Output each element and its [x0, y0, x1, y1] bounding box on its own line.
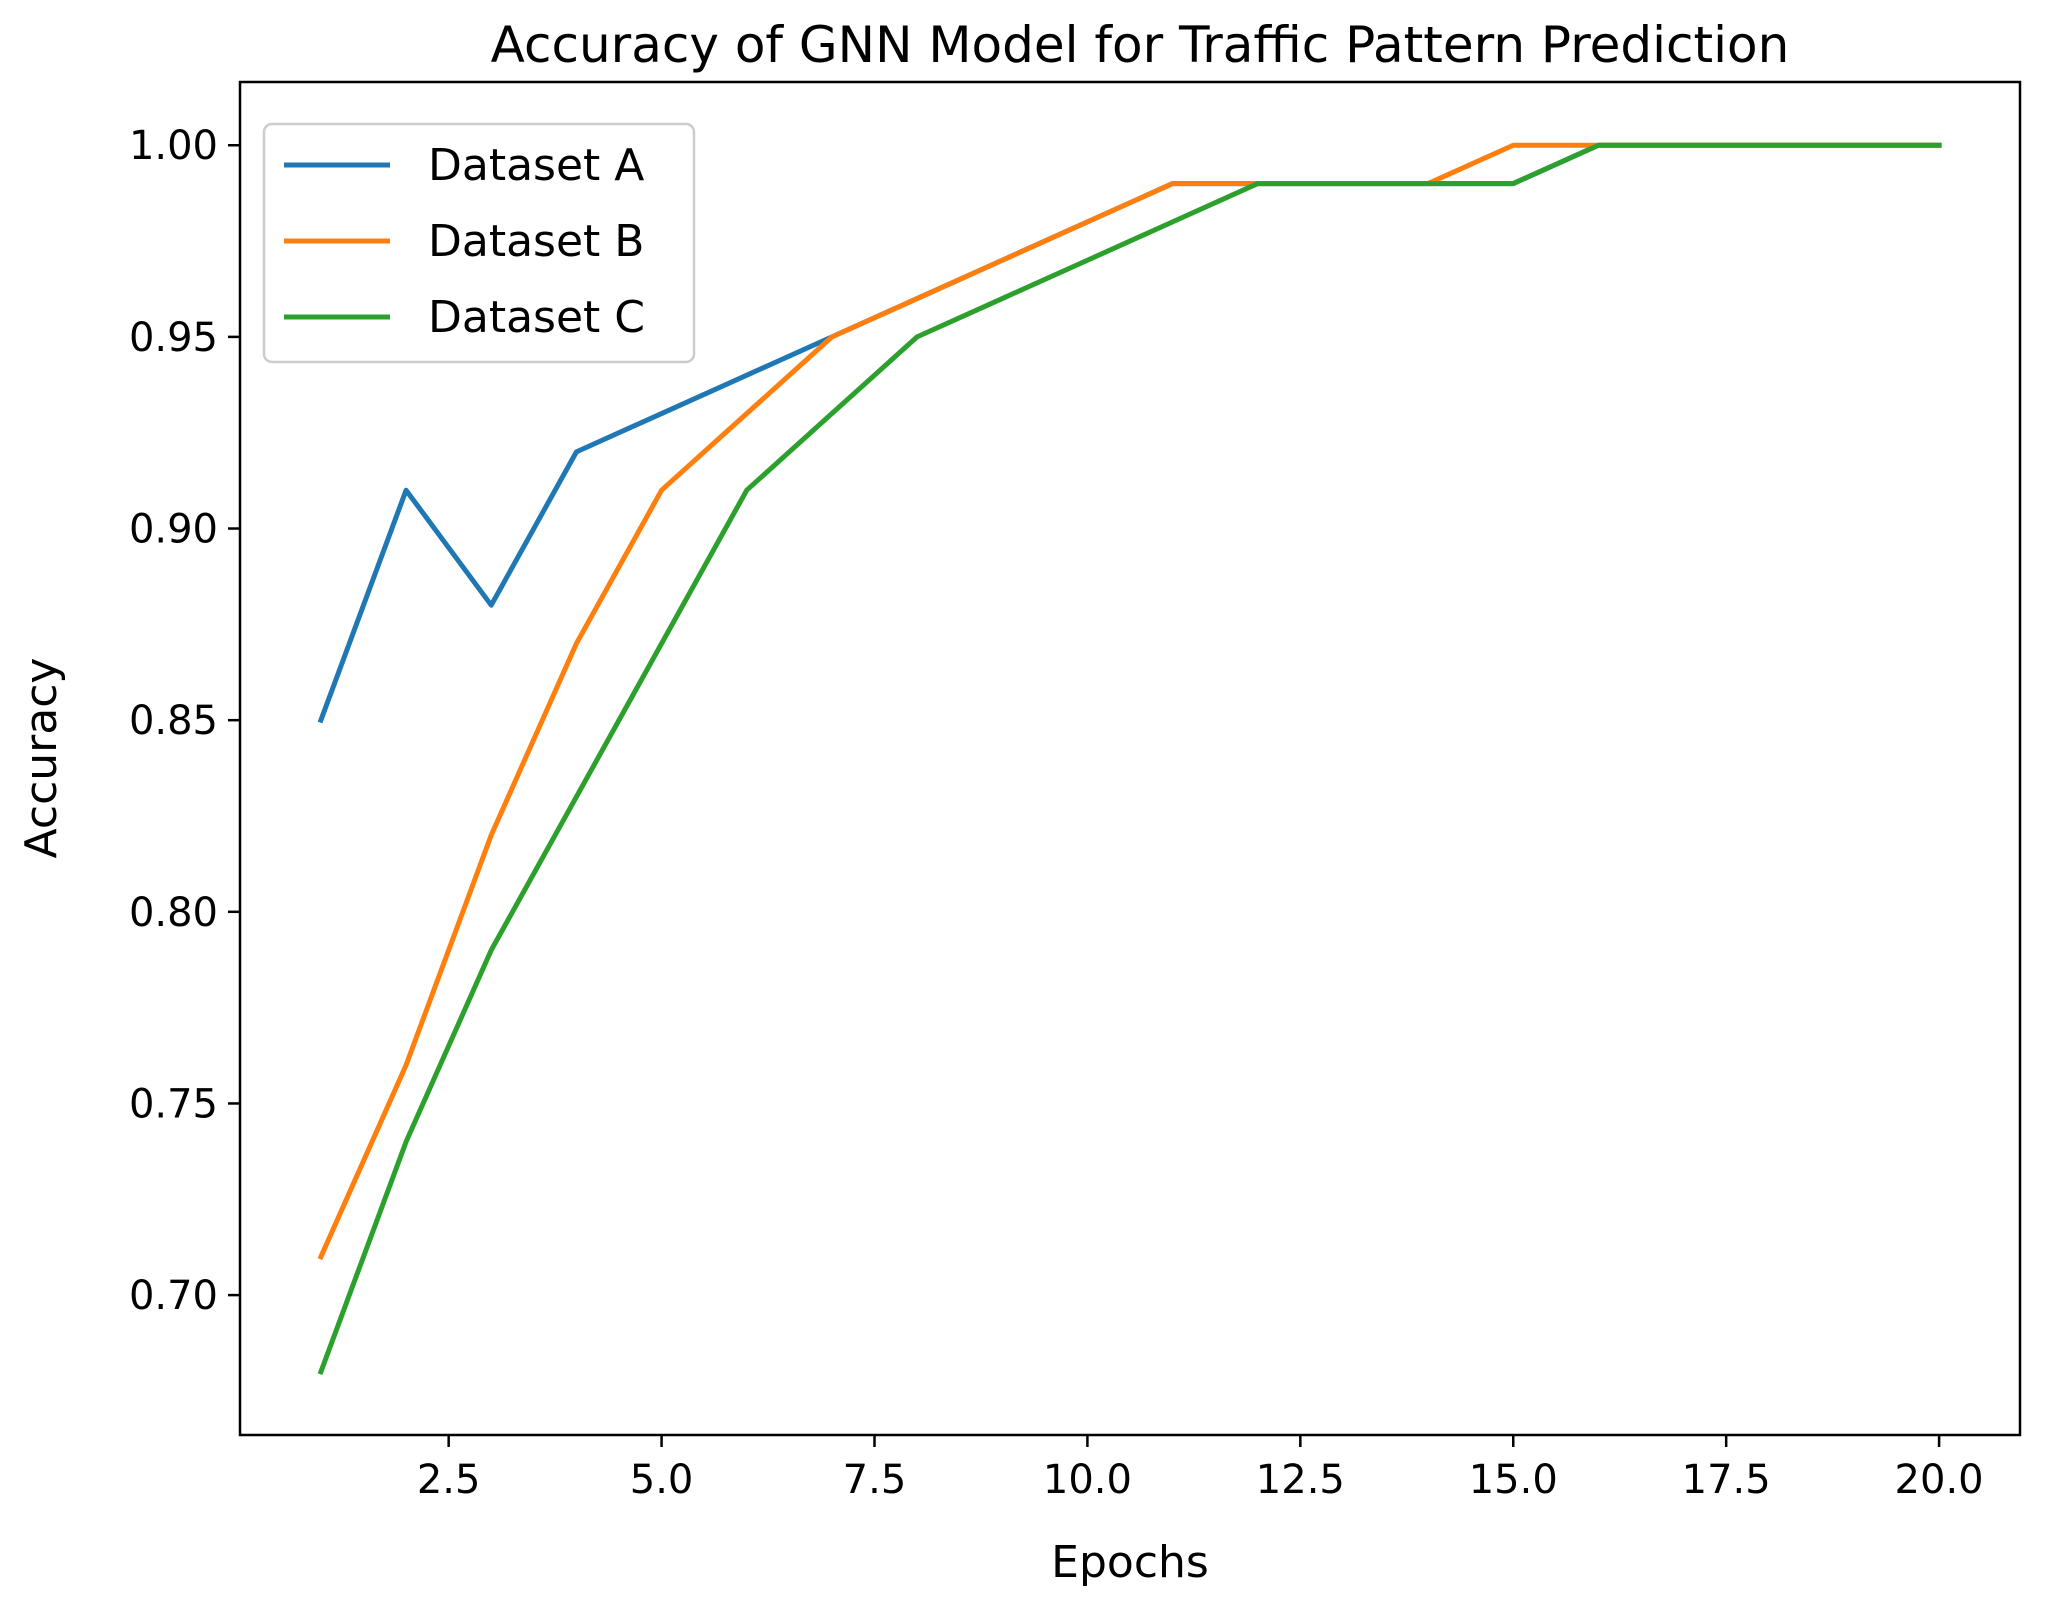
legend-label-1: Dataset A [428, 140, 644, 191]
x-tick-label: 12.5 [1256, 1457, 1345, 1503]
y-tick-label: 0.80 [129, 890, 218, 936]
y-tick-label: 0.85 [129, 698, 218, 744]
legend-label-3: Dataset C [428, 292, 645, 343]
x-tick-label: 10.0 [1043, 1457, 1132, 1503]
x-axis-label: Epochs [1051, 1537, 1209, 1588]
x-tick-label: 2.5 [417, 1457, 481, 1503]
legend: Dataset A Dataset B Dataset C [262, 122, 696, 364]
y-tick-label: 1.00 [129, 123, 218, 169]
series-line-3 [317, 142, 1942, 1375]
y-tick-label: 0.75 [129, 1081, 218, 1127]
x-tick-label: 20.0 [1895, 1457, 1984, 1503]
x-tick-label: 17.5 [1682, 1457, 1771, 1503]
x-tick-label: 15.0 [1469, 1457, 1558, 1503]
y-axis-label: Accuracy [16, 658, 67, 859]
y-tick-label: 0.95 [129, 315, 218, 361]
plot-area-frame [238, 80, 2022, 1437]
series-lines [317, 142, 1942, 1375]
y-tick-label: 0.70 [129, 1273, 218, 1319]
x-tick-label: 7.5 [843, 1457, 907, 1503]
y-tick-label: 0.90 [129, 507, 218, 553]
y-axis-ticks: 0.70 0.75 0.80 0.85 0.90 0.95 1.00 [129, 123, 240, 1319]
legend-label-2: Dataset B [428, 216, 644, 267]
x-axis-ticks: 2.5 5.0 7.5 10.0 12.5 15.0 17.5 20.0 [417, 1435, 1984, 1503]
x-tick-label: 5.0 [630, 1457, 694, 1503]
legend-box [262, 122, 696, 364]
chart-title: Accuracy of GNN Model for Traffic Patter… [491, 16, 1790, 74]
